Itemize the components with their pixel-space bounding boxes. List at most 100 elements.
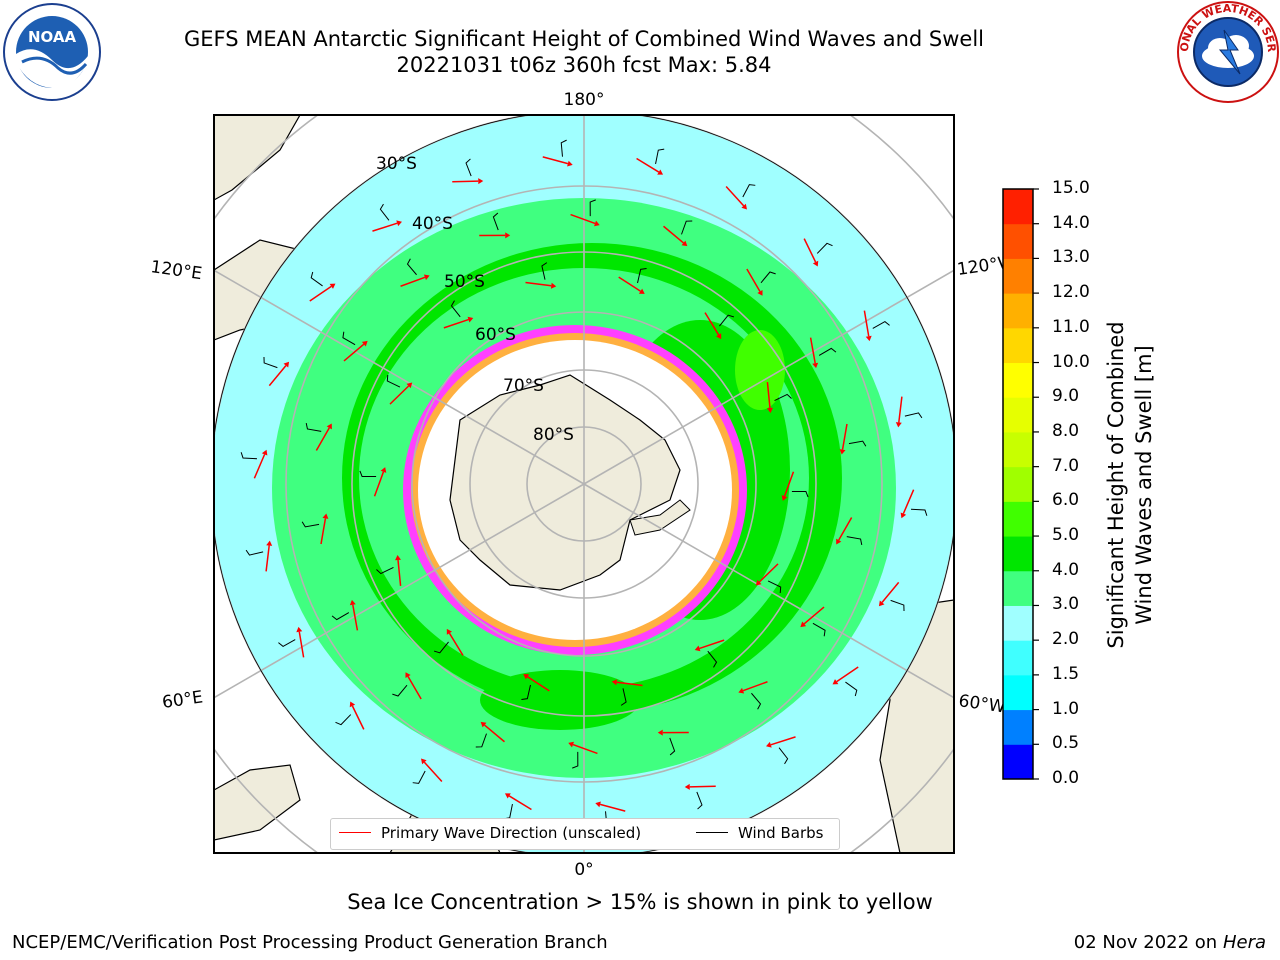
footer-date: 02 Nov 2022 on Hera: [1074, 932, 1266, 953]
noaa-logo: NOAA: [3, 3, 101, 101]
wind-barb: [637, 267, 647, 284]
wind-barb: [904, 412, 923, 419]
chart-title: GEFS MEAN Antarctic Significant Height o…: [183, 27, 985, 51]
colorbar-segment: [1003, 536, 1033, 572]
wind-barb: [751, 692, 762, 710]
wave-direction-arrowhead: [684, 783, 690, 790]
wave-direction-arrowhead: [832, 679, 839, 685]
colorbar-segment: [1003, 605, 1033, 641]
legend-wave-direction: Primary Wave Direction (unscaled): [381, 824, 642, 842]
wave-direction-arrow: [902, 489, 915, 514]
wave-direction-arrowhead: [349, 599, 356, 606]
wave-direction-arrowhead: [380, 467, 387, 473]
wave-direction-arrowhead: [283, 361, 290, 368]
wind-barb: [910, 508, 928, 516]
wave-direction-arrow: [508, 795, 532, 811]
wave-direction-arrowhead: [781, 495, 788, 501]
wind-barb: [433, 641, 449, 654]
wave-direction-arrowhead: [349, 701, 356, 708]
colorbar-label: Significant Height of Combined Wind Wave…: [1102, 321, 1158, 648]
wave-direction-arrow: [570, 213, 596, 225]
lat-label-40s: 40°S: [412, 214, 453, 234]
wind-barb: [848, 440, 867, 447]
wave-direction-arrow: [746, 268, 761, 292]
wave-direction-arrow: [268, 365, 287, 387]
wave-direction-arrow: [265, 545, 270, 572]
wind-barb: [846, 536, 863, 546]
wave-direction-arrowhead: [266, 540, 273, 546]
colorbar-tick-label: 6.0: [1052, 490, 1080, 511]
colorbar-segment: [1003, 223, 1033, 259]
colorbar-tick-label: 9.0: [1052, 386, 1080, 407]
wave-direction-swatch: [339, 832, 371, 833]
wave-direction-arrowhead: [261, 449, 268, 456]
wind-barb: [696, 791, 703, 810]
wind-barb: [331, 612, 350, 621]
colorbar: [1002, 188, 1039, 780]
colorbar-segment: [1003, 189, 1033, 225]
wave-direction-arrow: [689, 785, 716, 788]
wave-direction-arrow: [636, 157, 660, 173]
national-weather-service-logo: NATIONAL WEATHER SERVICE: [1176, 0, 1279, 103]
wind-barb: [492, 212, 499, 231]
lon-label-180: 180°: [564, 90, 605, 110]
wave-direction-arrow: [309, 285, 332, 302]
wave-direction-arrowhead: [361, 340, 368, 347]
wave-direction-arrowhead: [421, 758, 427, 765]
wave-direction-arrowhead: [865, 335, 872, 342]
colorbar-segment: [1003, 258, 1033, 294]
wind-barb: [816, 242, 833, 254]
wave-direction-arrow: [742, 681, 768, 692]
wave-direction-arrowhead: [406, 382, 413, 389]
footer-date-text: 02 Nov 2022 on: [1073, 932, 1218, 953]
wave-direction-arrowhead: [594, 220, 600, 227]
colorbar-segment: [1003, 397, 1033, 433]
wind-barb: [669, 737, 676, 756]
wave-direction-arrowhead: [638, 288, 645, 294]
wave-direction-arrow: [699, 639, 725, 650]
lat-label-70s: 70°S: [503, 376, 544, 396]
wind-barb: [572, 751, 579, 769]
colorbar-tick-label: 13.0: [1052, 247, 1090, 268]
wave-direction-arrow: [351, 705, 365, 730]
wave-direction-arrowhead: [657, 729, 663, 736]
colorbar-tick-label: 1.0: [1052, 698, 1080, 719]
wave-direction-arrow: [572, 743, 598, 755]
wind-barb: [778, 747, 789, 765]
colorbar-label-line2: Wind Waves and Swell [m]: [1132, 345, 1156, 625]
wave-direction-arrowhead: [405, 672, 411, 679]
wave-direction-arrow: [352, 604, 359, 631]
lat-label-80s: 80°S: [533, 425, 574, 445]
wind-barb: [305, 422, 322, 432]
wind-barb: [655, 148, 665, 165]
wave-direction-arrow: [898, 396, 903, 423]
wave-direction-arrowhead: [523, 674, 530, 680]
colorbar-tick-label: 11.0: [1052, 316, 1090, 337]
colorbar-tick-label: 7.0: [1052, 455, 1080, 476]
wave-direction-arrow: [663, 225, 684, 244]
colorbar-segment: [1003, 327, 1033, 364]
wave-direction-arrowhead: [478, 178, 484, 185]
colorbar-tick-label: 12.0: [1052, 282, 1090, 303]
colorbar-segment: [1003, 501, 1033, 537]
lon-label-0: 0°: [574, 860, 593, 880]
colorbar-tick-label: 3.0: [1052, 594, 1080, 615]
colorbar-tick-label: 14.0: [1052, 212, 1090, 233]
wave-direction-arrow: [863, 310, 870, 337]
colorbar-segment: [1003, 570, 1033, 606]
wave-direction-arrow: [423, 761, 443, 782]
wave-direction-arrowhead: [766, 741, 772, 748]
wind-barb: [890, 599, 905, 612]
wind-barb: [845, 681, 858, 697]
wave-direction-arrowhead: [800, 621, 807, 628]
wind-barb: [310, 271, 323, 287]
wave-direction-arrowhead: [568, 741, 574, 748]
colorbar-segment: [1003, 640, 1033, 676]
wave-direction-arrowhead: [757, 289, 763, 296]
lon-label-60e: 60°E: [161, 687, 204, 712]
wind-barb: [465, 158, 472, 177]
colorbar-tick-label: 1.5: [1052, 663, 1080, 684]
wave-direction-arrowhead: [694, 645, 701, 652]
wind-barb: [386, 374, 401, 388]
